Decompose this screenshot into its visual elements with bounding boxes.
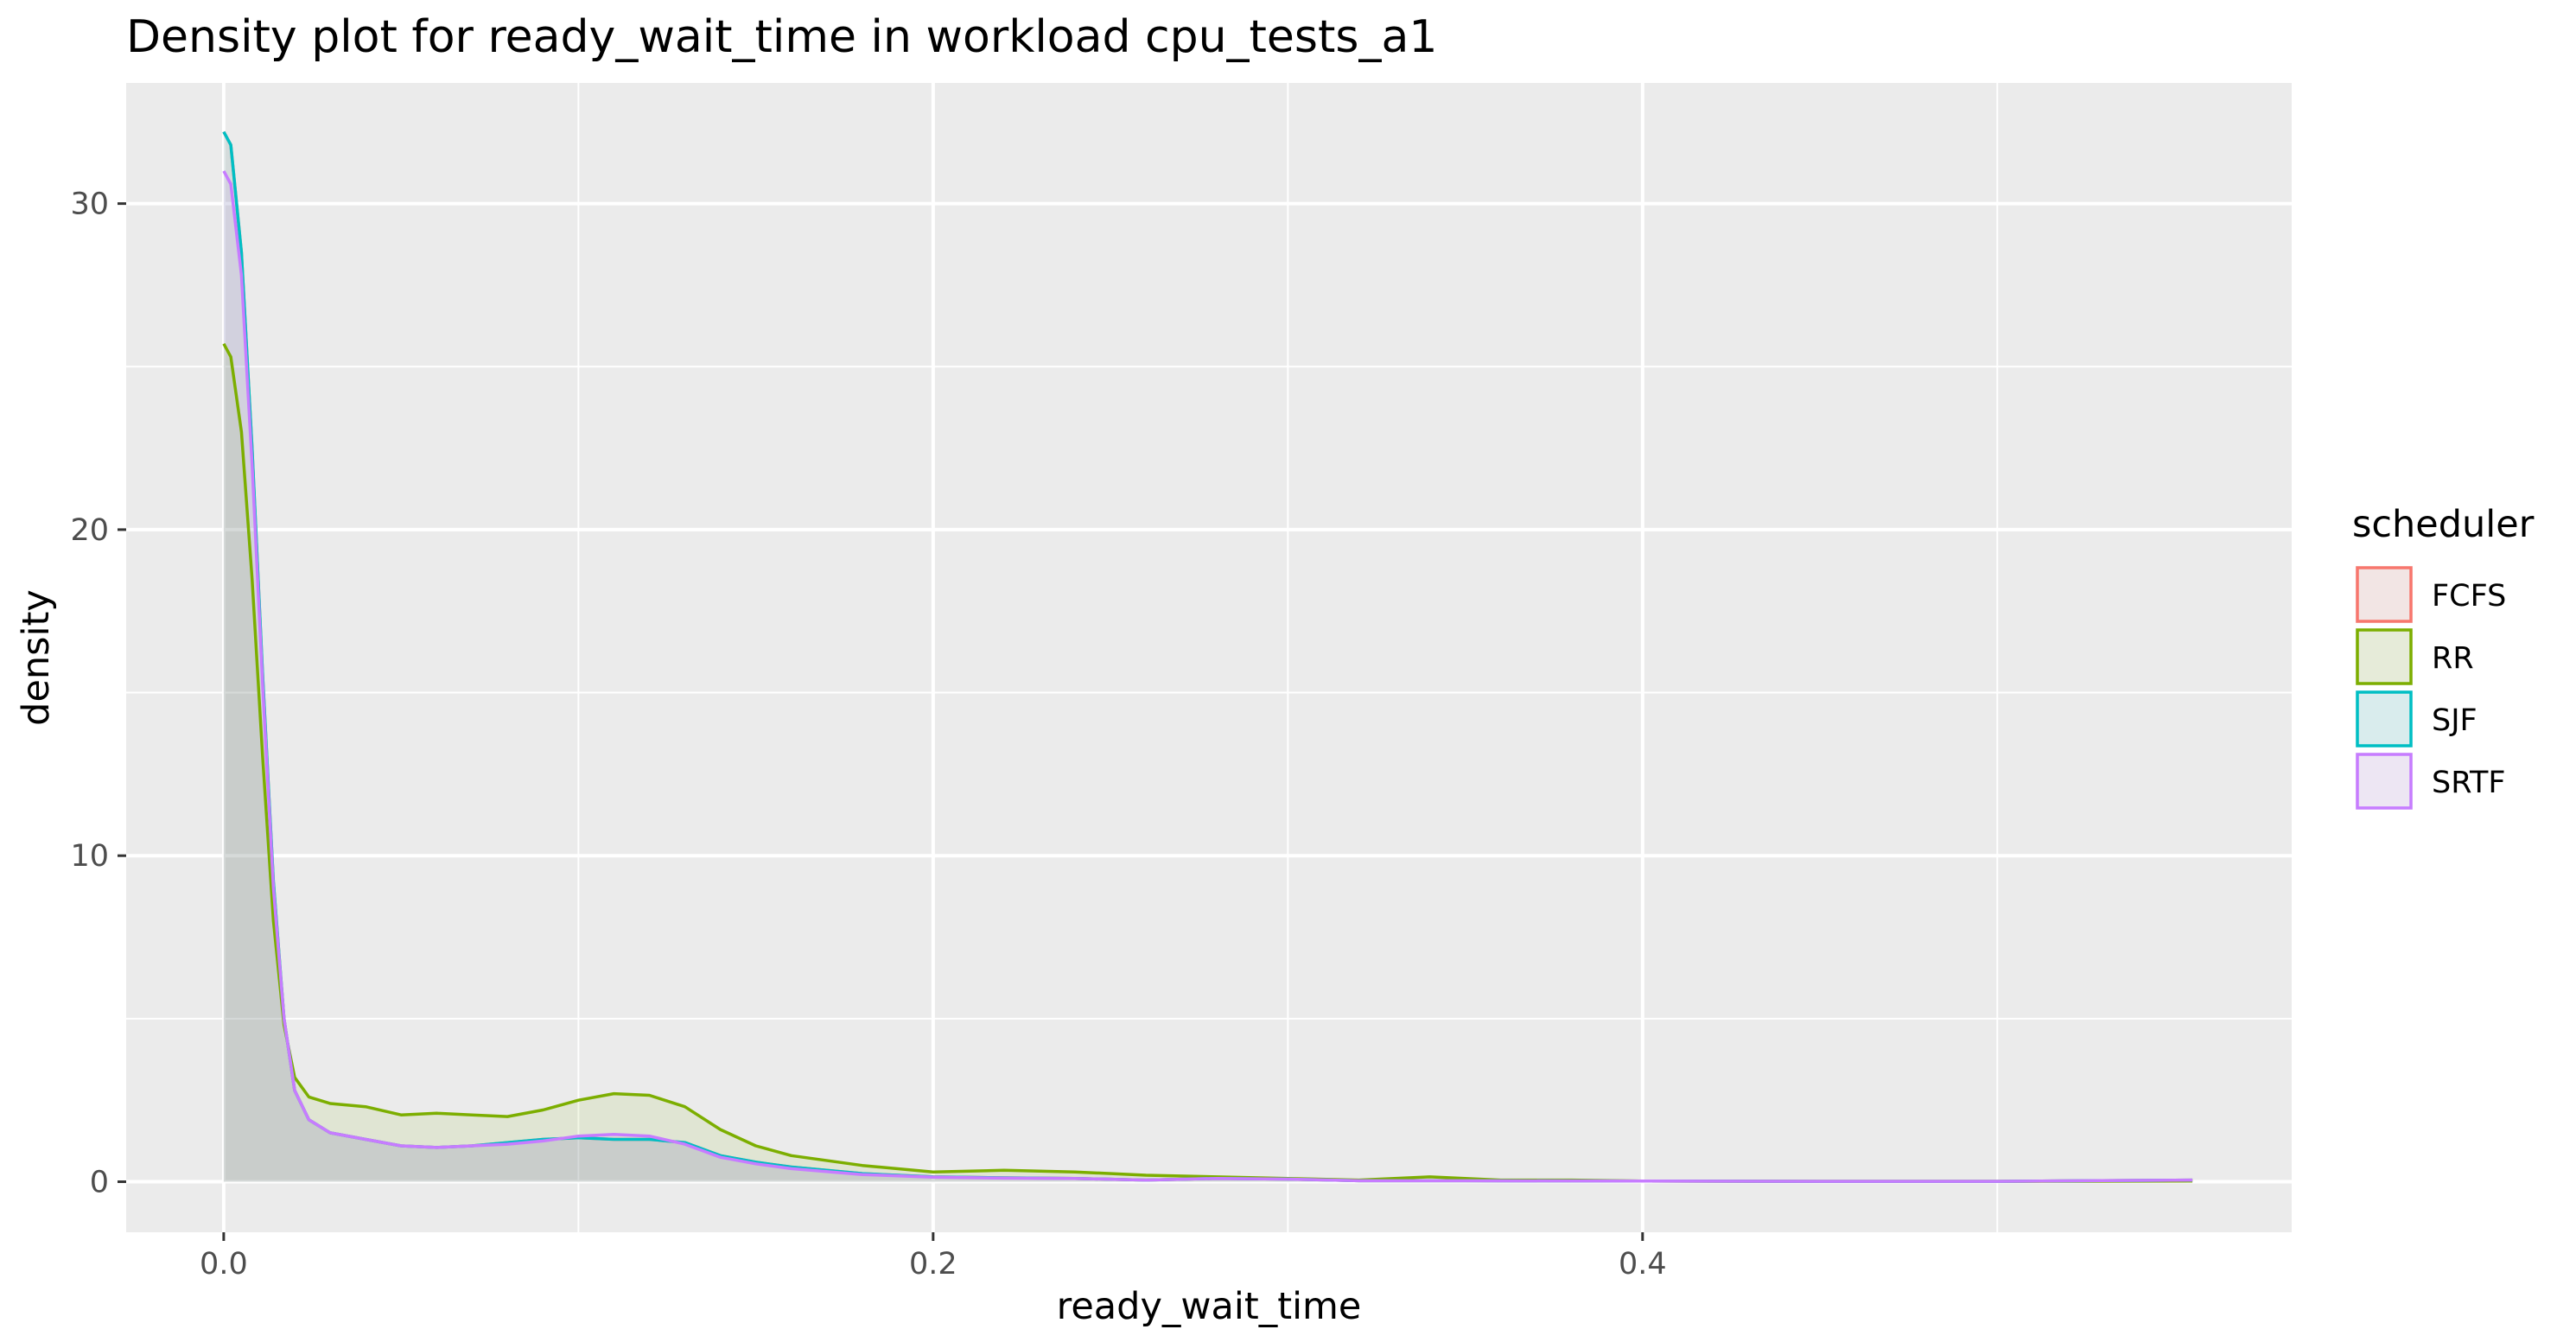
x-tick-label: 0.0	[200, 1247, 248, 1282]
y-axis: 0 10 20 30	[70, 188, 126, 1200]
y-tick-label: 10	[70, 839, 109, 874]
legend-items: FCFS RR SJF SRTF	[2356, 566, 2506, 810]
y-tick-label: 30	[70, 188, 109, 222]
legend-key-background	[2356, 690, 2413, 747]
legend: scheduler FCFS RR SJF SRTF	[2352, 503, 2535, 810]
legend-label-sjf: SJF	[2432, 703, 2477, 738]
legend-title: scheduler	[2352, 503, 2535, 546]
y-tick-label: 20	[70, 513, 109, 548]
legend-key-background	[2356, 566, 2413, 623]
legend-key-background	[2356, 753, 2413, 810]
x-axis-label: ready_wait_time	[1057, 1285, 1362, 1328]
density-lines	[222, 130, 2193, 1183]
legend-swatch-sjf	[2356, 690, 2413, 747]
density-line-srtf	[222, 170, 2193, 1183]
legend-label-fcfs: FCFS	[2432, 579, 2506, 614]
y-tick-label: 0	[90, 1166, 109, 1200]
y-axis-label: density	[15, 589, 58, 726]
plot-panel	[126, 83, 2292, 1232]
x-tick-label: 0.2	[909, 1247, 957, 1282]
legend-label-srtf: SRTF	[2432, 766, 2506, 800]
legend-label-rr: RR	[2432, 641, 2474, 676]
legend-swatch-rr	[2356, 628, 2413, 685]
legend-swatch-fcfs	[2356, 566, 2413, 623]
x-tick-label: 0.4	[1619, 1247, 1667, 1282]
legend-key-background	[2356, 628, 2413, 685]
x-axis: 0.0 0.2 0.4	[200, 1232, 1667, 1282]
legend-swatch-srtf	[2356, 753, 2413, 810]
minor-gridlines	[126, 83, 2292, 1232]
chart-title: Density plot for ready_wait_time in work…	[126, 11, 1437, 63]
